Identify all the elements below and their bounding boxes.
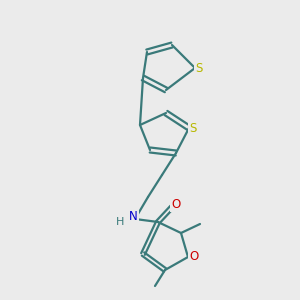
Text: N: N xyxy=(129,209,137,223)
Text: S: S xyxy=(195,61,203,74)
Text: O: O xyxy=(171,197,181,211)
Text: S: S xyxy=(189,122,197,134)
Text: O: O xyxy=(189,250,199,263)
Text: H: H xyxy=(116,217,124,227)
